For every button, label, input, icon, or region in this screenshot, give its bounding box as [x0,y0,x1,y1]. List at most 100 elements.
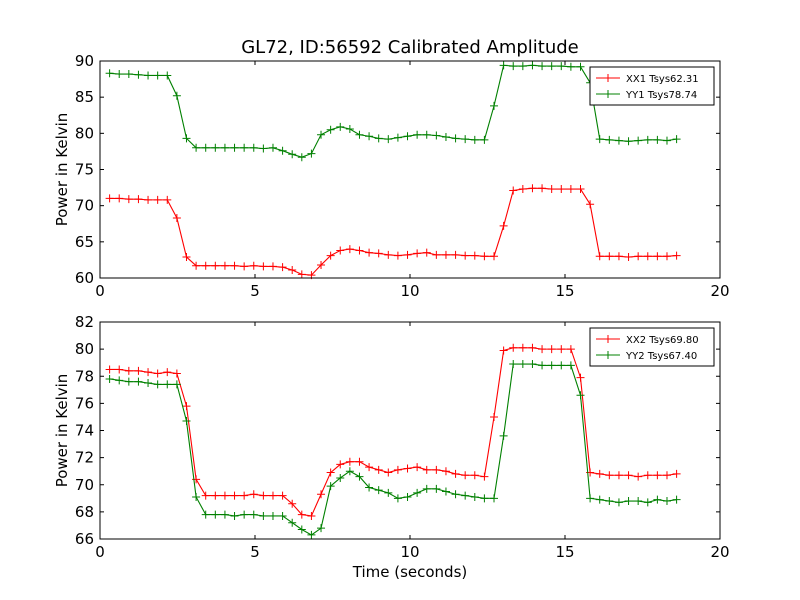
legend-marker [604,335,612,343]
data-point [317,524,326,533]
data-point [614,252,623,261]
data-point [441,250,450,259]
data-point [105,374,114,383]
data-point [634,497,643,506]
data-point [336,473,345,482]
data-point [153,195,162,204]
data-point [134,377,143,386]
legend-item: XX2 Tsys69.80 [596,335,699,346]
data-point [259,144,268,153]
legend: XX2 Tsys69.80 YY2 Tsys67.40 [589,327,715,367]
data-point [422,130,431,139]
data-point [211,143,220,152]
series-line [109,363,677,536]
data-point [547,185,556,194]
data-point [192,492,201,501]
data-point [432,484,441,493]
data-point [509,343,518,352]
data-point [211,510,220,519]
top-y-axis-label: Power in Kelvin [53,113,71,227]
y-tick-label: 66 [75,530,94,548]
data-point [413,463,422,472]
data-point [643,498,652,507]
x-tick-label: 20 [710,543,729,561]
data-point [124,366,133,375]
data-point [240,262,249,271]
data-point [538,184,547,193]
data-point [259,491,268,500]
data-point [124,70,133,79]
data-point [288,499,297,508]
data-point [403,464,412,473]
data-point [230,261,239,270]
data-point [451,469,460,478]
data-point [470,135,479,144]
data-point [605,135,614,144]
data-point [518,62,527,71]
legend: XX1 Tsys62.31 YY1 Tsys78.74 [589,66,715,106]
data-point [518,185,527,194]
data-point [480,252,489,261]
y-tick-label: 82 [75,313,94,331]
data-point [470,492,479,501]
data-point [403,492,412,501]
data-point [528,184,537,193]
data-point [326,251,335,260]
data-point [144,195,153,204]
data-point [461,471,470,480]
data-point [653,252,662,261]
data-point [172,213,181,222]
data-point [393,465,402,474]
data-point [403,250,412,259]
data-point [278,263,287,272]
data-point [297,525,306,534]
data-point [614,498,623,507]
data-point [345,467,354,476]
data-point [643,252,652,261]
data-point [153,369,162,378]
data-point [413,488,422,497]
data-point [374,486,383,495]
data-point [172,380,181,389]
data-point [134,366,143,375]
data-point [441,132,450,141]
data-point [547,361,556,370]
data-point [268,491,277,500]
data-point [672,251,681,260]
data-point [134,70,143,79]
data-point [595,252,604,261]
data-point [365,248,374,257]
data-point [240,510,249,519]
data-point [211,261,220,270]
data-point [278,146,287,155]
y-tick-label: 80 [75,340,94,358]
data-point [288,266,297,275]
data-point [557,361,566,370]
data-point [470,251,479,260]
data-point [499,61,508,70]
data-point [528,360,537,369]
data-point [220,261,229,270]
data-point [355,472,364,481]
data-point [461,251,470,260]
chart-title: GL72, ID:56592 Calibrated Amplitude [241,37,579,58]
data-point [172,91,181,100]
data-point [451,250,460,259]
data-point [422,484,431,493]
legend-label: YY2 Tsys67.40 [625,351,697,362]
data-point [163,380,172,389]
data-point [230,491,239,500]
data-point [393,251,402,260]
y-tick-label: 85 [75,88,94,106]
data-point [480,135,489,144]
data-point [220,143,229,152]
data-point [172,369,181,378]
legend-label: XX2 Tsys69.80 [626,335,699,346]
data-point [432,250,441,259]
data-point [288,150,297,159]
y-tick-label: 90 [75,52,94,70]
data-point [634,136,643,145]
data-point [662,497,671,506]
data-point [538,62,547,71]
data-point [201,143,210,152]
